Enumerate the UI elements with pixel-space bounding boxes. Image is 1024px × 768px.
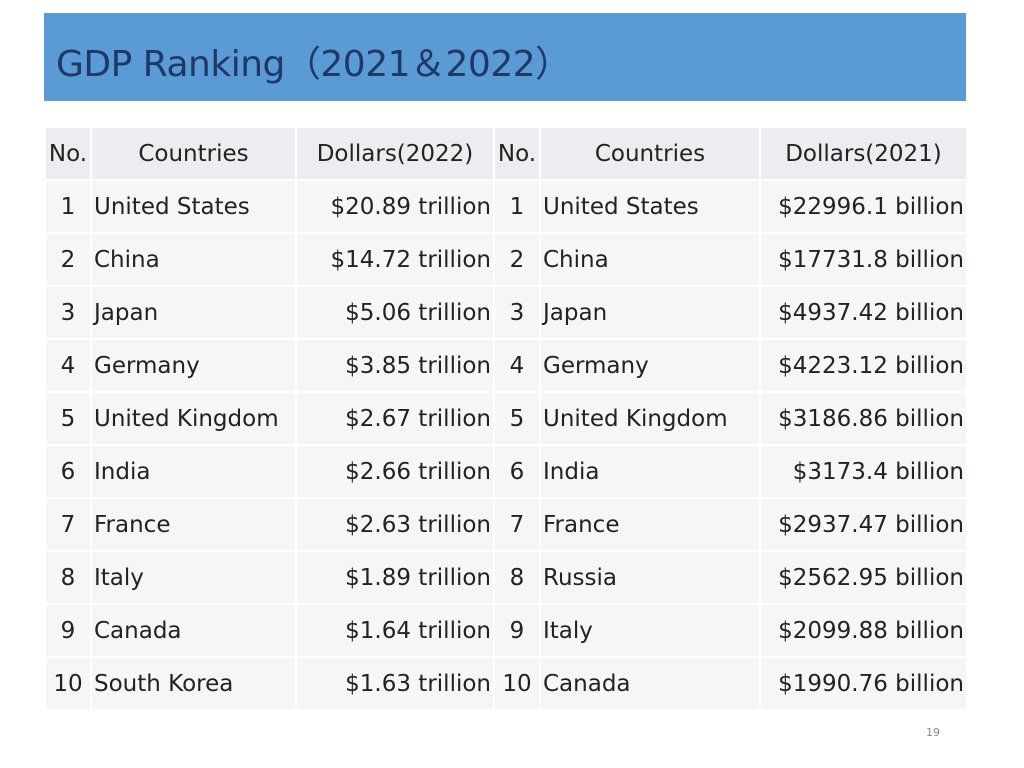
gdp-2021-cell: $4937.42 billion (761, 287, 966, 338)
rank-2021-cell: 4 (495, 340, 539, 391)
gdp-2021-cell: $22996.1 billion (761, 181, 966, 232)
table-row: 8 Italy $1.89 trillion 8 Russia $2562.95 bill… (46, 552, 966, 603)
country-2022-cell: Italy (92, 552, 295, 603)
rank-2021-cell: 1 (495, 181, 539, 232)
country-2021-cell: Canada (541, 658, 759, 709)
gdp-2022-cell: $2.63 trillion (297, 499, 493, 550)
rank-2021-cell: 10 (495, 658, 539, 709)
rank-2021-cell: 7 (495, 499, 539, 550)
gdp-2022-cell: $2.67 trillion (297, 393, 493, 444)
gdp-2021-cell: $3186.86 billion (761, 393, 966, 444)
gdp-2022-cell: $1.64 trillion (297, 605, 493, 656)
gdp-2022-cell: $5.06 trillion (297, 287, 493, 338)
gdp-2021-cell: $2099.88 billion (761, 605, 966, 656)
table-row: 1 United States $20.89 trillion 1 United Sta… (46, 181, 966, 232)
table-row: 10 South Korea $1.63 trillion 10 Canada $1990… (46, 658, 966, 709)
table-row: 7 France $2.63 trillion 7 France $2937.47 bil… (46, 499, 966, 550)
country-2021-cell: Italy (541, 605, 759, 656)
title-bar: GDP Ranking（2021＆2022） (44, 13, 966, 101)
country-2022-cell: Germany (92, 340, 295, 391)
country-2022-cell: United States (92, 181, 295, 232)
table-row: 3 Japan $5.06 trillion 3 Japan $4937.42 billi… (46, 287, 966, 338)
rank-2022-cell: 2 (46, 234, 90, 285)
country-2022-cell: France (92, 499, 295, 550)
country-2021-cell: France (541, 499, 759, 550)
rank-2021-cell: 3 (495, 287, 539, 338)
country-2021-cell: China (541, 234, 759, 285)
header-no-2022: No. (46, 128, 90, 179)
rank-2022-cell: 6 (46, 446, 90, 497)
rank-2022-cell: 3 (46, 287, 90, 338)
header-no-2021: No. (495, 128, 539, 179)
country-2022-cell: Canada (92, 605, 295, 656)
gdp-2021-cell: $3173.4 billion (761, 446, 966, 497)
table-row: 9 Canada $1.64 trillion 9 Italy $2099.88 bill… (46, 605, 966, 656)
rank-2022-cell: 5 (46, 393, 90, 444)
rank-2022-cell: 7 (46, 499, 90, 550)
gdp-2021-cell: $1990.76 billion (761, 658, 966, 709)
rank-2022-cell: 8 (46, 552, 90, 603)
table-row: 4 Germany $3.85 trillion 4 Germany $4223.12 b… (46, 340, 966, 391)
country-2022-cell: South Korea (92, 658, 295, 709)
gdp-2022-cell: $2.66 trillion (297, 446, 493, 497)
gdp-2021-cell: $2937.47 billion (761, 499, 966, 550)
header-dollars-2022: Dollars(2022) (297, 128, 493, 179)
country-2021-cell: India (541, 446, 759, 497)
gdp-2022-cell: $1.89 trillion (297, 552, 493, 603)
rank-2021-cell: 5 (495, 393, 539, 444)
rank-2021-cell: 8 (495, 552, 539, 603)
gdp-2022-cell: $3.85 trillion (297, 340, 493, 391)
rank-2022-cell: 4 (46, 340, 90, 391)
rank-2021-cell: 6 (495, 446, 539, 497)
country-2021-cell: United Kingdom (541, 393, 759, 444)
table-row: 5 United Kingdom $2.67 trillion 5 United Kin… (46, 393, 966, 444)
country-2021-cell: Japan (541, 287, 759, 338)
country-2022-cell: China (92, 234, 295, 285)
country-2021-cell: Germany (541, 340, 759, 391)
gdp-2021-cell: $17731.8 billion (761, 234, 966, 285)
country-2021-cell: Russia (541, 552, 759, 603)
gdp-ranking-table: No. Countries Dollars(2022) No. Countrie… (44, 126, 968, 711)
country-2022-cell: Japan (92, 287, 295, 338)
country-2022-cell: India (92, 446, 295, 497)
page-number: 19 (926, 726, 940, 739)
gdp-2022-cell: $14.72 trillion (297, 234, 493, 285)
gdp-2022-cell: $1.63 trillion (297, 658, 493, 709)
table-row: 2 China $14.72 trillion 2 China $17731.8 bill… (46, 234, 966, 285)
header-countries-2022: Countries (92, 128, 295, 179)
table-row: 6 India $2.66 trillion 6 India $3173.4 billio… (46, 446, 966, 497)
header-countries-2021: Countries (541, 128, 759, 179)
rank-2022-cell: 10 (46, 658, 90, 709)
rank-2021-cell: 9 (495, 605, 539, 656)
rank-2021-cell: 2 (495, 234, 539, 285)
slide-title: GDP Ranking（2021＆2022） (56, 44, 571, 85)
country-2021-cell: United States (541, 181, 759, 232)
rank-2022-cell: 1 (46, 181, 90, 232)
gdp-2021-cell: $2562.95 billion (761, 552, 966, 603)
header-dollars-2021: Dollars(2021) (761, 128, 966, 179)
rank-2022-cell: 9 (46, 605, 90, 656)
gdp-2022-cell: $20.89 trillion (297, 181, 493, 232)
table-header-row: No. Countries Dollars(2022) No. Countrie… (46, 128, 966, 179)
country-2022-cell: United Kingdom (92, 393, 295, 444)
gdp-2021-cell: $4223.12 billion (761, 340, 966, 391)
